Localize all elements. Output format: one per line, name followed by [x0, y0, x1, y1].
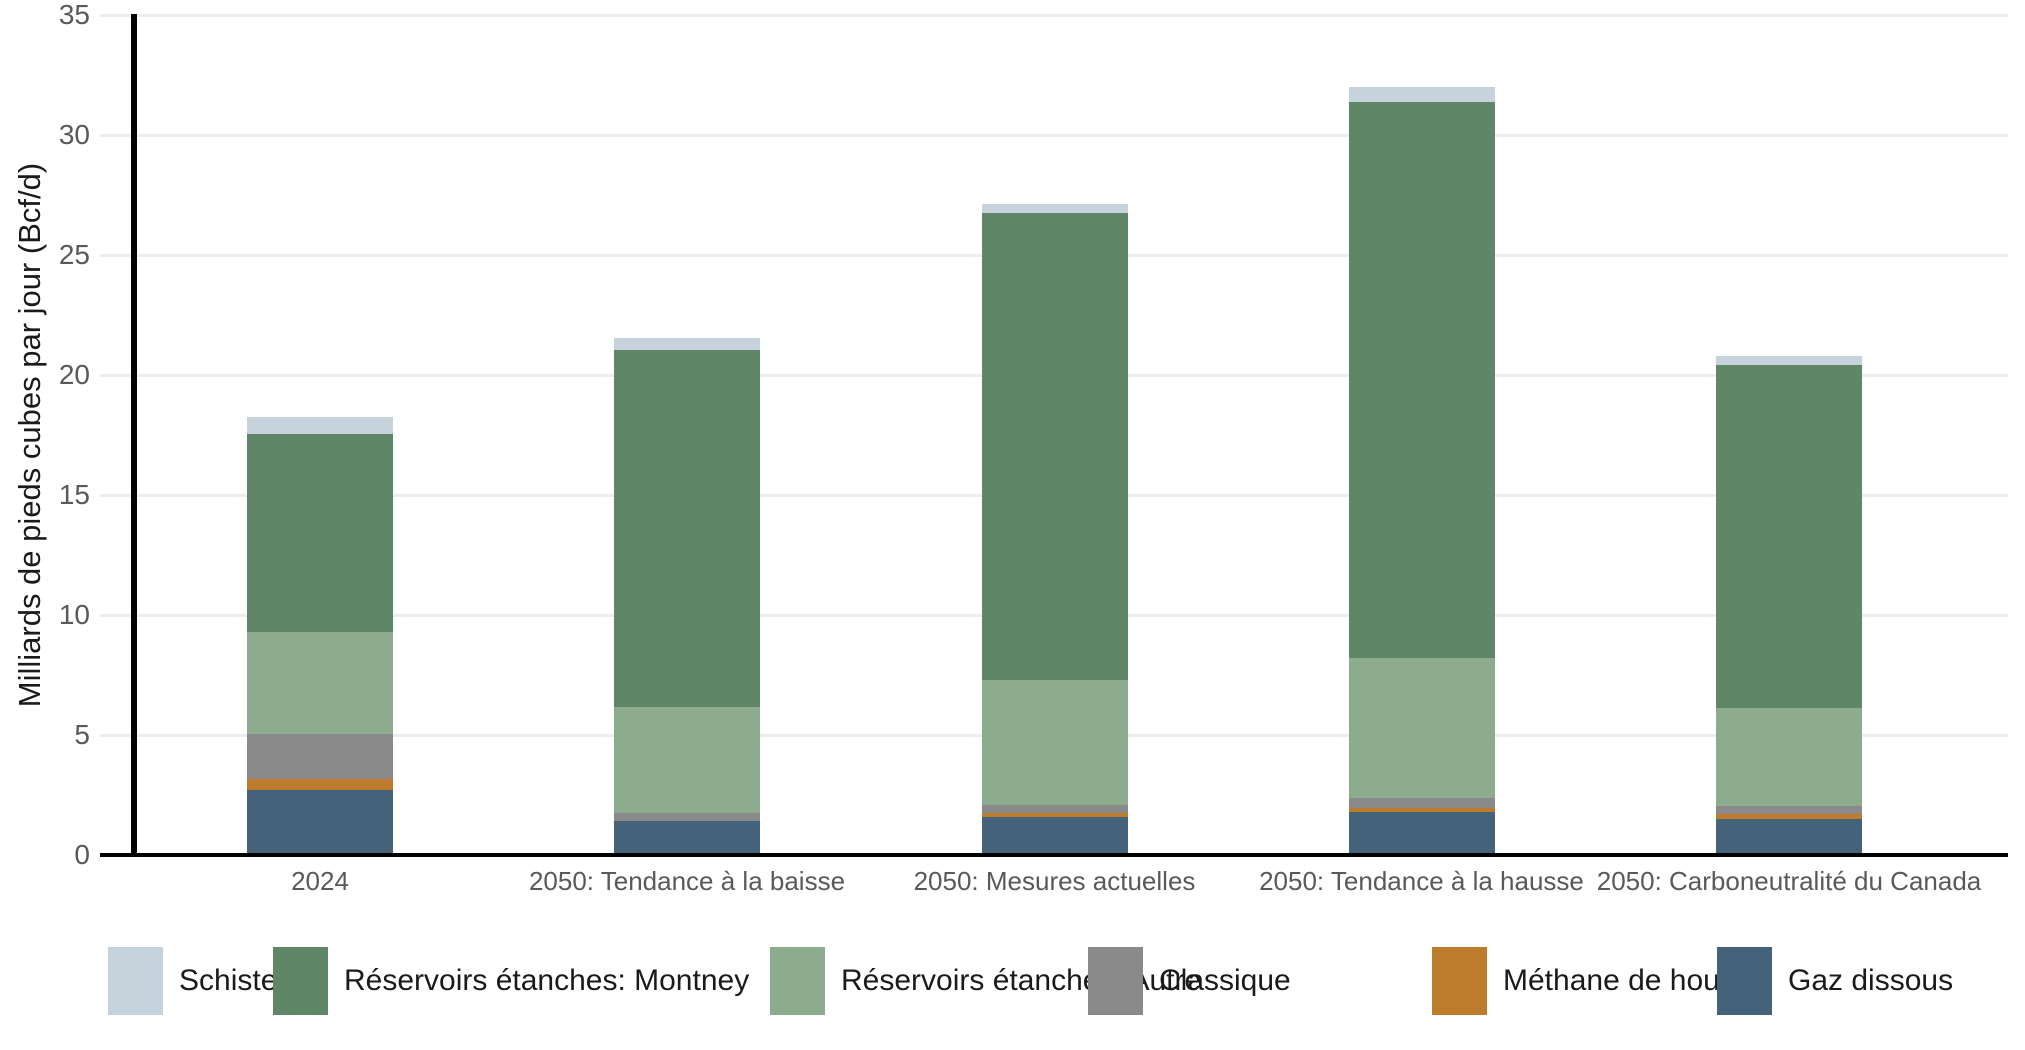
y-tick-label-5: 5	[74, 719, 90, 750]
legend-swatch-reservoirs-etanches-montney	[273, 947, 328, 1015]
bar-segment-gaz-dissous-2050-carboneutralite-du-canada[interactable]	[1716, 819, 1862, 855]
x-tick-label-2050-tendance-a-la-hausse: 2050: Tendance à la hausse	[1259, 866, 1584, 896]
legend-label: Réservoirs étanches: Montney	[344, 964, 750, 997]
bar-segment-methane-de-houille-2024[interactable]	[247, 779, 393, 791]
bar-segment-reservoirs-etanches-montney-2024[interactable]	[247, 433, 393, 632]
x-tick-label-2024: 2024	[291, 866, 349, 896]
bar-segment-classique-2050-tendance-a-la-baisse[interactable]	[614, 812, 760, 822]
y-axis-line	[131, 14, 137, 857]
y-tick-label-35: 35	[58, 0, 90, 30]
bar-segment-schistes-2050-mesures-actuelles[interactable]	[981, 203, 1128, 214]
bar-segment-reservoirs-etanches-montney-2050-carboneutralite-du-canada[interactable]	[1716, 364, 1862, 708]
legend-swatch-schistes	[108, 947, 163, 1015]
bar-segment-reservoirs-etanches-montney-2050-tendance-a-la-hausse[interactable]	[1348, 101, 1495, 659]
bar-segment-reservoirs-etanches-montney-2050-mesures-actuelles[interactable]	[981, 213, 1128, 681]
bar-segment-gaz-dissous-2050-tendance-a-la-hausse[interactable]	[1348, 811, 1495, 855]
bar-segment-schistes-2050-carboneutralite-du-canada[interactable]	[1716, 356, 1862, 365]
y-tick-label-25: 25	[58, 239, 90, 270]
bar-segment-gaz-dissous-2024[interactable]	[247, 790, 393, 855]
bar-segment-reservoirs-etanches-autre-2050-carboneutralite-du-canada[interactable]	[1716, 707, 1862, 807]
legend-label: Méthane de houille	[1503, 964, 1757, 997]
legend-swatch-gaz-dissous	[1717, 947, 1772, 1015]
bar-segment-classique-2050-carboneutralite-du-canada[interactable]	[1716, 806, 1862, 815]
x-axis-line	[100, 853, 2008, 857]
x-tick-label-2050-carboneutralite-du-canada: 2050: Carboneutralité du Canada	[1596, 866, 1982, 896]
legend-label: Réservoirs étanches: Autre	[841, 964, 1202, 997]
bar-segment-reservoirs-etanches-autre-2050-tendance-a-la-baisse[interactable]	[614, 707, 760, 813]
bar-segment-methane-de-houille-2050-mesures-actuelles[interactable]	[981, 813, 1128, 817]
y-tick-label-15: 15	[58, 479, 90, 510]
legend-swatch-reservoirs-etanches-autre	[770, 947, 825, 1015]
y-tick-label-30: 30	[58, 119, 90, 150]
y-tick-label-20: 20	[58, 359, 90, 390]
bar-segment-gaz-dissous-2050-tendance-a-la-baisse[interactable]	[614, 821, 760, 855]
bar-segment-methane-de-houille-2050-tendance-a-la-hausse[interactable]	[1348, 807, 1495, 812]
legend-swatch-classique	[1088, 947, 1143, 1015]
x-tick-label-2050-tendance-a-la-baisse: 2050: Tendance à la baisse	[528, 866, 846, 896]
bar-segment-classique-2050-mesures-actuelles[interactable]	[981, 805, 1128, 813]
bar-segment-schistes-2050-tendance-a-la-baisse[interactable]	[614, 337, 760, 350]
bar-segment-classique-2024[interactable]	[247, 733, 393, 780]
legend-label: Gaz dissous	[1788, 964, 1954, 997]
legend-label: Classique	[1159, 964, 1291, 997]
bar-segment-schistes-2024[interactable]	[247, 417, 393, 434]
bar-segment-reservoirs-etanches-autre-2024[interactable]	[247, 631, 393, 734]
y-tick-label-0: 0	[74, 839, 90, 870]
x-tick-label-2050-mesures-actuelles: 2050: Mesures actuelles	[913, 866, 1196, 896]
bar-segment-classique-2050-tendance-a-la-hausse[interactable]	[1348, 797, 1495, 808]
bar-segment-reservoirs-etanches-autre-2050-tendance-a-la-hausse[interactable]	[1348, 658, 1495, 798]
bar-segment-reservoirs-etanches-autre-2050-mesures-actuelles[interactable]	[981, 680, 1128, 806]
bar-segment-methane-de-houille-2050-carboneutralite-du-canada[interactable]	[1716, 814, 1862, 819]
y-tick-label-10: 10	[58, 599, 90, 630]
gridline-30	[100, 134, 2008, 137]
gridline-35	[100, 14, 2008, 17]
legend-swatch-methane-de-houille	[1432, 947, 1487, 1015]
bar-segment-schistes-2050-tendance-a-la-hausse[interactable]	[1348, 86, 1495, 102]
bar-segment-gaz-dissous-2050-mesures-actuelles[interactable]	[981, 816, 1128, 855]
bar-segment-reservoirs-etanches-montney-2050-tendance-a-la-baisse[interactable]	[614, 349, 760, 708]
